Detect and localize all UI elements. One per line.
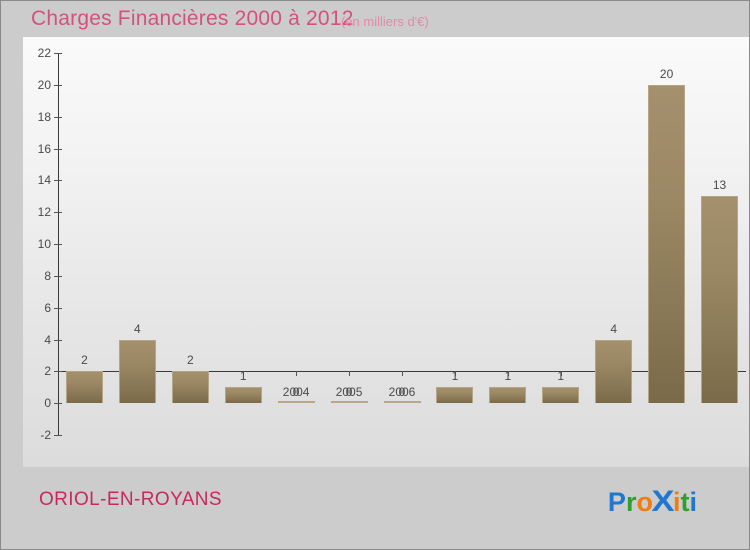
logo-letter-5: t	[680, 487, 690, 517]
bar[interactable]	[436, 387, 474, 404]
y-tick-mark	[54, 275, 62, 277]
chart-subtitle: (en milliers d'€)	[341, 14, 429, 29]
bar-value-label: 13	[712, 178, 727, 193]
bar-value-label: 4	[134, 321, 141, 336]
logo-letter-1: r	[625, 487, 637, 517]
bar[interactable]	[648, 84, 686, 404]
y-tick-mark	[54, 84, 62, 86]
bar[interactable]	[118, 339, 156, 404]
y-tick-label: 14	[37, 173, 51, 188]
x-tick-label: 2005	[335, 385, 363, 399]
x-tick-label: 2004	[282, 385, 310, 399]
y-tick-mark	[54, 339, 62, 341]
chart-footer: ORIOL-EN-ROYANS ProXiti	[1, 467, 749, 549]
y-tick-label: 4	[44, 332, 51, 347]
y-tick-label: 20	[37, 77, 51, 92]
y-tick-mark	[54, 180, 62, 182]
bar-value-label: 0	[345, 385, 353, 400]
y-tick-mark	[54, 116, 62, 118]
x-tick-label: 2006	[388, 385, 416, 399]
logo-letter-2: o	[636, 487, 653, 517]
y-tick-label: 16	[37, 141, 51, 156]
x-tick-mark	[454, 371, 456, 376]
y-tick-mark	[54, 403, 62, 405]
bar-value-label: 2	[81, 353, 88, 368]
x-tick-mark	[560, 371, 562, 376]
logo-letter-6: i	[689, 487, 697, 517]
bar-value-label: 1	[504, 369, 512, 384]
bar-value-label: 1	[239, 369, 247, 384]
page-title: Charges Financières 2000 à 2012	[31, 7, 354, 30]
bar[interactable]	[595, 339, 633, 404]
bar[interactable]	[171, 371, 209, 404]
y-tick-mark	[54, 53, 62, 54]
y-tick-mark	[54, 371, 62, 373]
bar-value-label: 0	[292, 385, 300, 400]
y-tick-label: -2	[40, 428, 51, 442]
x-tick-mark	[349, 371, 351, 376]
y-tick-label: 12	[37, 205, 51, 220]
bar[interactable]	[701, 196, 739, 404]
y-tick-mark	[54, 435, 62, 436]
bar[interactable]	[383, 401, 421, 404]
x-tick-mark	[507, 371, 509, 376]
x-tick-mark	[243, 371, 245, 376]
y-tick-label: 6	[44, 300, 51, 315]
bar-value-label: 1	[451, 369, 459, 384]
bar-value-label: 0	[398, 385, 406, 400]
bar-value-label: 1	[557, 369, 565, 384]
y-tick-label: 2	[44, 364, 51, 379]
y-tick-mark	[54, 212, 62, 214]
x-tick-mark	[296, 371, 298, 376]
y-tick-mark	[54, 244, 62, 245]
bar[interactable]	[65, 371, 103, 404]
commune-label: ORIOL-EN-ROYANS	[39, 489, 223, 510]
bar[interactable]	[330, 401, 368, 404]
bar[interactable]	[277, 401, 315, 404]
logo-letter-3: X	[651, 485, 675, 518]
y-tick-label: 22	[37, 46, 51, 60]
y-tick-label: 10	[37, 237, 51, 251]
y-tick-mark	[54, 307, 62, 309]
y-tick-label: 8	[44, 268, 51, 283]
chart-header: Charges Financières 2000 à 2012 (en mill…	[1, 1, 749, 37]
y-tick-label: 0	[44, 396, 51, 411]
y-tick-mark	[54, 148, 62, 150]
bar-value-label: 20	[659, 66, 674, 81]
bar[interactable]	[489, 387, 527, 404]
bar-value-label: 2	[186, 353, 194, 368]
proxiti-logo[interactable]: ProXiti	[608, 485, 697, 519]
y-tick-label: 18	[37, 109, 51, 124]
bar-value-label: 4	[610, 321, 618, 336]
bar[interactable]	[224, 387, 262, 404]
x-tick-mark	[402, 371, 403, 376]
bar[interactable]	[542, 387, 580, 404]
logo-letter-4: i	[672, 487, 681, 517]
logo-letter-0: P	[607, 487, 626, 517]
